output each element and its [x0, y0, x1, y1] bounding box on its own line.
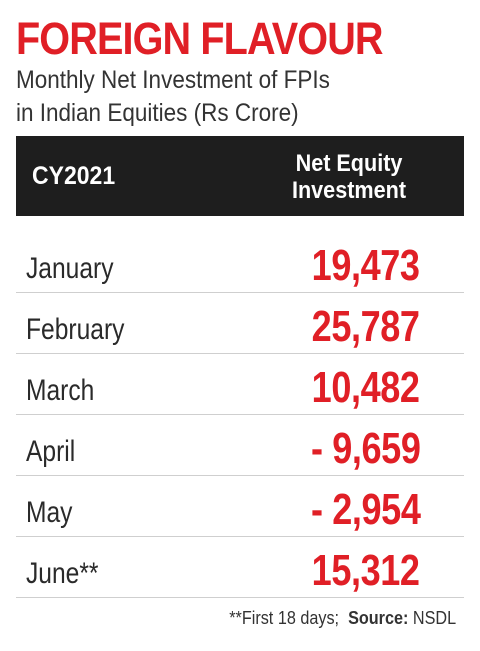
footnote-note: **First 18 days;	[229, 608, 339, 628]
source-label: Source:	[347, 608, 409, 628]
row-month: May	[26, 496, 73, 529]
footnote: **First 18 days; Source: NSDL	[229, 606, 456, 630]
row-value: - 2,954	[310, 485, 421, 534]
row-value: 25,787	[312, 302, 420, 351]
table-header: CY2021 Net Equity Investment	[16, 136, 464, 216]
source-value: NSDL	[412, 608, 456, 628]
chart-subtitle: Monthly Net Investment of FPIs in Indian…	[16, 64, 419, 130]
header-col2-line-2: Investment	[291, 177, 407, 204]
subtitle-line-1: Monthly Net Investment of FPIs	[16, 66, 330, 94]
table-row: March 10,482	[16, 354, 464, 415]
subtitle-line-2: in Indian Equities (Rs Crore)	[16, 99, 299, 127]
header-col2-line-1: Net Equity	[295, 150, 403, 177]
row-month: January	[26, 252, 114, 285]
row-value: 10,482	[312, 363, 420, 412]
table-row: January 19,473	[16, 232, 464, 293]
table-row: May - 2,954	[16, 476, 464, 537]
table-row: June** 15,312	[16, 537, 464, 598]
header-net-equity-investment: Net Equity Investment	[273, 150, 426, 204]
header-year: CY2021	[32, 162, 116, 190]
row-month: April	[26, 435, 76, 468]
row-value: 19,473	[312, 241, 420, 290]
investment-table: CY2021 Net Equity Investment January 19,4…	[16, 136, 464, 598]
chart-title: FOREIGN FLAVOUR	[16, 13, 384, 64]
row-month: February	[26, 313, 125, 346]
table-row: April - 9,659	[16, 415, 464, 476]
table-body: January 19,473 February 25,787 March 10,482 Ap…	[16, 232, 464, 598]
row-month: March	[26, 374, 95, 407]
row-month: June**	[26, 557, 99, 590]
row-value: - 9,659	[310, 424, 421, 473]
row-value: 15,312	[312, 546, 420, 595]
table-row: February 25,787	[16, 293, 464, 354]
